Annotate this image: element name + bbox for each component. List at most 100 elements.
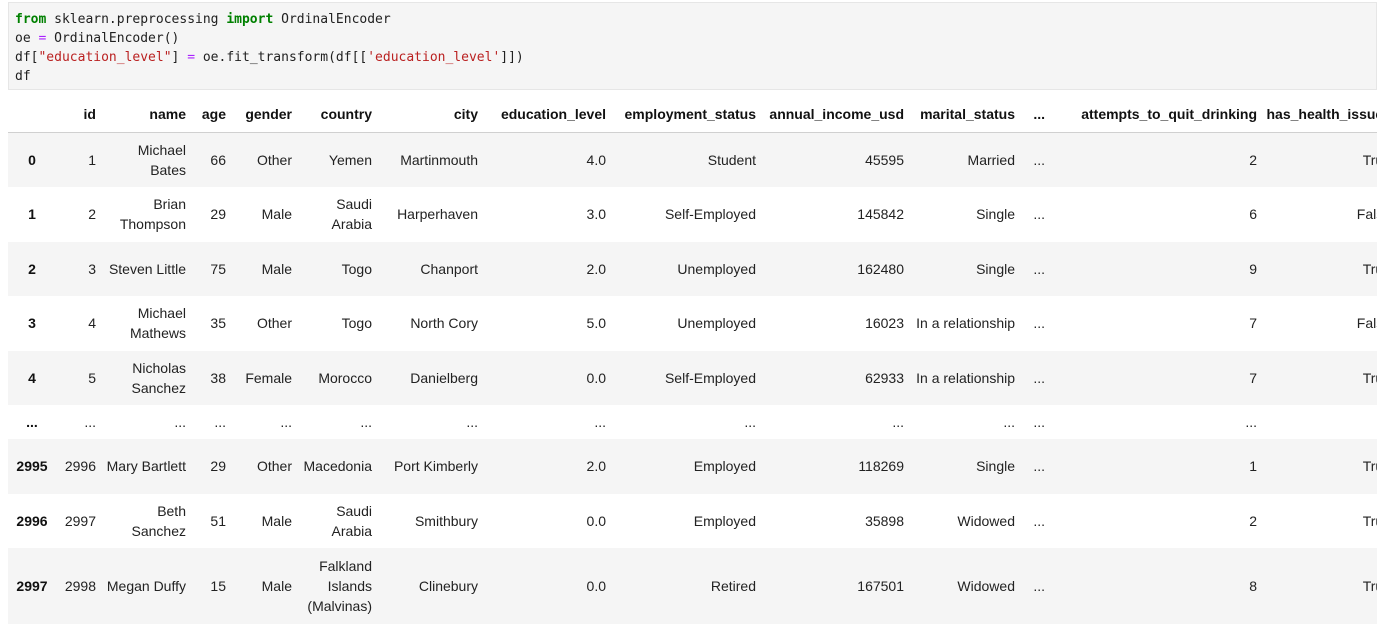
table-cell: ...: [1033, 414, 1045, 430]
table-cell: Widowed: [957, 512, 1015, 529]
column-header: id: [56, 96, 102, 133]
table-row: 2995 2996 Mary Bartlett 29 Other Macedonia Por…: [8, 439, 1377, 494]
table-cell: In a relationship: [916, 369, 1015, 386]
table-cell: ...: [1245, 414, 1257, 430]
table-cell: Mary Bartlett: [106, 458, 186, 475]
table-cell: 0.0: [586, 369, 606, 386]
table-cell: Yemen: [328, 152, 372, 168]
table-row: 2997 2998 Megan Duffy 15 Male Falkland Island…: [8, 548, 1377, 624]
table-cell: Other: [256, 152, 292, 168]
column-header: has_health_issues: [1263, 96, 1377, 133]
code-keyword: import: [226, 12, 274, 27]
table-cell: True: [1362, 578, 1377, 594]
column-header: gender: [232, 96, 298, 133]
table-cell: Smithbury: [414, 512, 478, 529]
code-operator: =: [187, 50, 196, 65]
table-cell: Other: [256, 458, 292, 475]
table-cell: Megan Duffy: [106, 578, 186, 594]
table-cell: ...: [214, 414, 226, 430]
table-cell: 3.0: [586, 206, 606, 223]
row-index: 3: [28, 315, 36, 332]
table-cell: 75: [210, 260, 226, 277]
table-cell: Clinebury: [418, 578, 478, 594]
table-cell: 6: [1249, 206, 1257, 223]
table-cell: Morocco: [318, 369, 372, 386]
column-header: attempts_to_quit_drinking: [1051, 96, 1263, 133]
table-cell: 167501: [857, 578, 904, 594]
table-cell: 29: [210, 458, 226, 475]
table-cell: 2: [88, 206, 96, 223]
table-cell: Male: [261, 206, 292, 223]
table-cell: 2.0: [586, 260, 606, 277]
table-cell: ...: [1033, 458, 1045, 475]
table-cell: In a relationship: [916, 315, 1015, 332]
table-cell: ...: [1033, 152, 1045, 168]
table-cell: 2: [1249, 512, 1257, 529]
table-cell: Married: [967, 152, 1015, 168]
table-cell: Self-Employed: [664, 206, 756, 223]
row-index: 0: [28, 152, 36, 168]
table-cell: Male: [261, 512, 292, 529]
code-cell[interactable]: from sklearn.preprocessing import Ordina…: [8, 2, 1377, 90]
table-cell: True: [1362, 458, 1377, 475]
table-cell: Self-Employed: [664, 369, 756, 386]
table-cell: 2996: [64, 458, 96, 475]
table-cell: Nicholas Sanchez: [131, 359, 186, 396]
ellipsis-row: ........................................…: [8, 405, 1377, 439]
table-cell: 45595: [865, 152, 904, 168]
table-cell: True: [1362, 369, 1377, 386]
column-header: name: [102, 96, 192, 133]
table-cell: 0.0: [586, 512, 606, 529]
table-cell: 4: [88, 315, 96, 332]
header-row: id name age gender country city education_leve…: [8, 96, 1377, 133]
table-cell: Unemployed: [677, 315, 756, 332]
table-cell: 2: [1249, 152, 1257, 168]
table-cell: Michael Mathews: [129, 305, 186, 342]
table-cell: 1: [1249, 458, 1257, 475]
code-text: ]]): [500, 50, 524, 65]
row-index: 4: [28, 369, 36, 386]
table-cell: Widowed: [957, 578, 1015, 594]
column-header: education_level: [484, 96, 612, 133]
table-cell: ...: [1003, 414, 1015, 430]
column-header: country: [298, 96, 378, 133]
table-cell: 62933: [865, 369, 904, 386]
table-cell: 9: [1249, 260, 1257, 277]
table-cell: Falkland Islands (Malvinas): [307, 558, 372, 614]
row-index: 2997: [16, 578, 48, 594]
code-editor[interactable]: from sklearn.preprocessing import Ordina…: [9, 3, 1376, 86]
table-cell: Student: [707, 152, 756, 168]
table-cell: Port Kimberly: [393, 458, 478, 475]
table-cell: ...: [466, 414, 478, 430]
code-text: df: [15, 69, 31, 84]
table-cell: 29: [210, 206, 226, 223]
table-cell: False: [1356, 315, 1377, 332]
table-cell: ...: [594, 414, 606, 430]
table-cell: Female: [245, 369, 292, 386]
table-cell: Harperhaven: [397, 206, 478, 223]
table-row: 3 4 Michael Mathews 35 Other Togo North Cory 5.…: [8, 296, 1377, 351]
code-text: OrdinalEncoder: [273, 12, 391, 27]
table-cell: ...: [892, 414, 904, 430]
table-cell: ...: [1263, 405, 1377, 439]
table-cell: 35898: [865, 512, 904, 529]
column-header: employment_status: [612, 96, 762, 133]
table-cell: Saudi Arabia: [331, 196, 372, 233]
table-cell: Employed: [693, 458, 756, 475]
column-header: annual_income_usd: [762, 96, 910, 133]
table-cell: ...: [1033, 315, 1045, 332]
table-cell: 2998: [64, 578, 96, 594]
table-cell: 3: [88, 260, 96, 277]
table-cell: 5.0: [586, 315, 606, 332]
table-cell: 16023: [865, 315, 904, 332]
table-cell: True: [1362, 152, 1377, 168]
code-text: ]: [171, 50, 188, 65]
table-cell: Unemployed: [677, 260, 756, 277]
table-cell: 2997: [64, 512, 96, 529]
table-cell: 1: [88, 152, 96, 168]
table-cell: Single: [976, 260, 1015, 277]
table-cell: 5: [88, 369, 96, 386]
table-cell: 35: [210, 315, 226, 332]
table-cell: Single: [976, 206, 1015, 223]
code-text: oe.fit_transform(df[[: [195, 50, 368, 65]
